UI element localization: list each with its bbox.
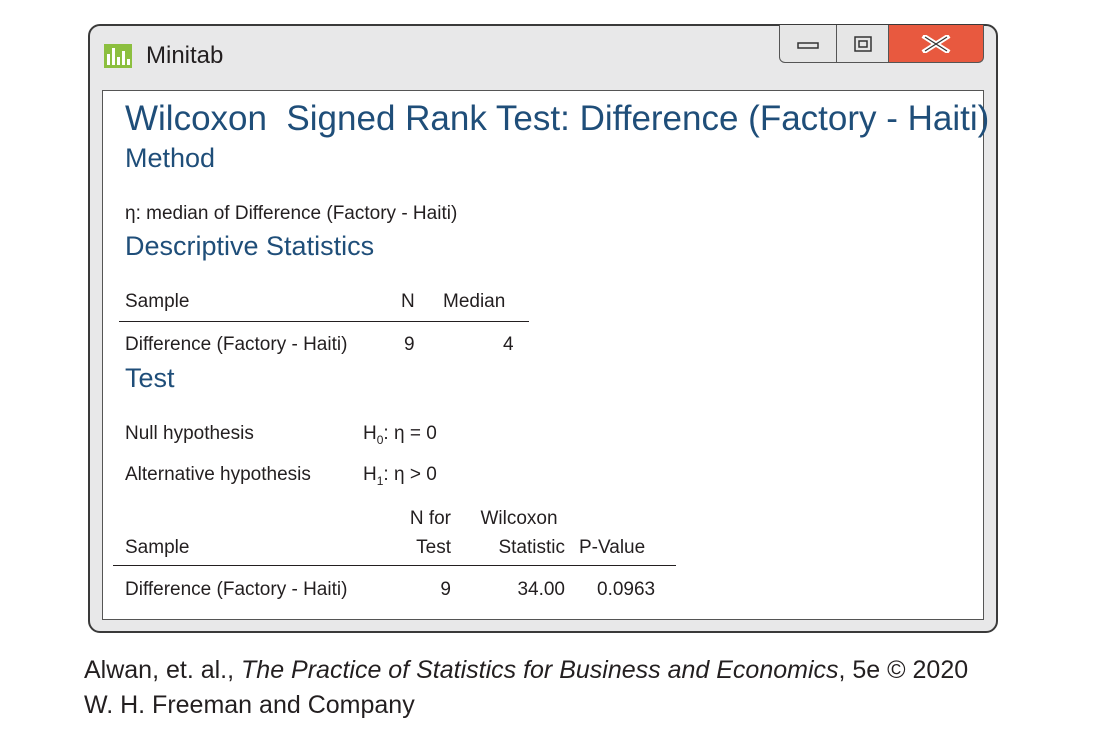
test-col-sample: Sample (125, 537, 190, 558)
test-row-n: 9 (440, 579, 451, 600)
minitab-window: Minitab Wilcoxon Signed Rank Test: Diffe… (88, 24, 998, 633)
desc-col-median: Median (443, 291, 506, 312)
test-row-sample: Difference (Factory - Haiti) (125, 579, 348, 600)
test-col-p-value: P-Value (579, 537, 646, 558)
test-col-n-top: N for (409, 508, 451, 529)
null-hypothesis-value: H0: η = 0 (363, 423, 437, 447)
alt-hypothesis-label: Alternative hypothesis (125, 464, 311, 485)
maximize-icon (853, 35, 872, 52)
minimize-icon (797, 41, 819, 49)
desc-col-n: N (401, 291, 415, 312)
minimize-button[interactable] (779, 25, 837, 63)
null-hypothesis-label: Null hypothesis (125, 423, 254, 444)
citation-line-1: Alwan, et. al., The Practice of Statisti… (84, 656, 969, 684)
maximize-button[interactable] (835, 25, 890, 63)
minitab-logo-icon (104, 44, 132, 68)
test-col-w-bottom: Statistic (498, 537, 565, 558)
test-heading: Test (125, 363, 175, 393)
window-title: Minitab (146, 42, 224, 69)
alt-hypothesis-value: H1: η > 0 (363, 464, 437, 488)
test-col-n-bottom: Test (416, 537, 451, 558)
eta-definition: η: median of Difference (Factory - Haiti… (125, 203, 458, 224)
session-output: Wilcoxon Signed Rank Test: Difference (F… (102, 90, 989, 620)
test-row-statistic: 34.00 (517, 579, 565, 600)
citation-line-2: W. H. Freeman and Company (84, 691, 415, 719)
test-row-p-value: 0.0963 (597, 579, 656, 600)
close-button[interactable] (888, 25, 984, 63)
desc-row-median: 4 (503, 334, 514, 355)
test-col-w-top: Wilcoxon (480, 508, 558, 529)
citation: Alwan, et. al., The Practice of Statisti… (84, 653, 968, 723)
desc-row-n: 9 (404, 334, 415, 355)
desc-row-sample: Difference (Factory - Haiti) (125, 334, 348, 355)
page-title: Wilcoxon Signed Rank Test: Difference (F… (125, 99, 990, 138)
desc-col-sample: Sample (125, 291, 190, 312)
test-header-rule (113, 565, 676, 566)
desc-header-rule (119, 321, 529, 322)
window-controls (779, 25, 984, 63)
method-heading: Method (125, 143, 216, 173)
close-icon (921, 34, 951, 53)
descriptive-heading: Descriptive Statistics (125, 231, 375, 261)
